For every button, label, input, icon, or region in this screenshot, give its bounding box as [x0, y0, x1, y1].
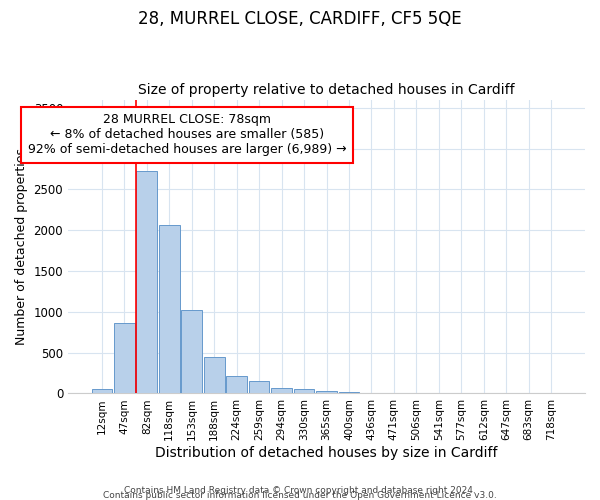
- Bar: [114, 323, 134, 394]
- Bar: [316, 391, 337, 394]
- Bar: [338, 392, 359, 394]
- Bar: [294, 388, 314, 394]
- Bar: [204, 356, 224, 394]
- Bar: [92, 389, 112, 394]
- Text: Contains public sector information licensed under the Open Government Licence v3: Contains public sector information licen…: [103, 491, 497, 500]
- Title: Size of property relative to detached houses in Cardiff: Size of property relative to detached ho…: [138, 83, 515, 97]
- Bar: [226, 376, 247, 394]
- Text: Contains HM Land Registry data © Crown copyright and database right 2024.: Contains HM Land Registry data © Crown c…: [124, 486, 476, 495]
- Bar: [271, 388, 292, 394]
- Bar: [136, 172, 157, 394]
- X-axis label: Distribution of detached houses by size in Cardiff: Distribution of detached houses by size …: [155, 446, 498, 460]
- Bar: [249, 381, 269, 394]
- Y-axis label: Number of detached properties: Number of detached properties: [15, 148, 28, 345]
- Text: 28, MURREL CLOSE, CARDIFF, CF5 5QE: 28, MURREL CLOSE, CARDIFF, CF5 5QE: [138, 10, 462, 28]
- Bar: [159, 226, 179, 394]
- Bar: [181, 310, 202, 394]
- Text: 28 MURREL CLOSE: 78sqm
← 8% of detached houses are smaller (585)
92% of semi-det: 28 MURREL CLOSE: 78sqm ← 8% of detached …: [28, 114, 346, 156]
